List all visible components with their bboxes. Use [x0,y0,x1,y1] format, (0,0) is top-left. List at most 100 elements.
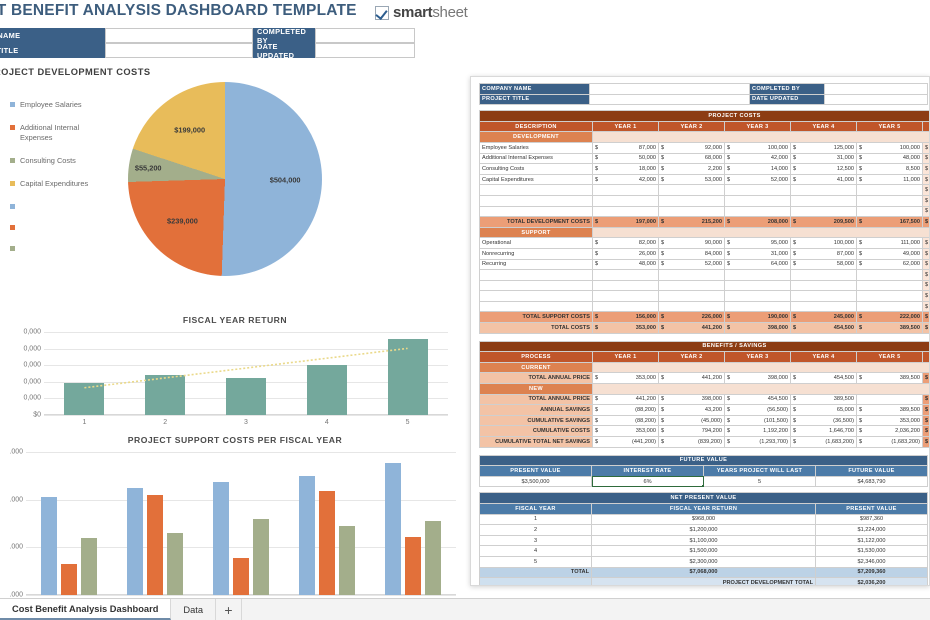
table-row[interactable]: 3 $1,100,000 $1,122,000 [479,534,928,547]
cell-value[interactable]: 389,500 [864,322,923,334]
cell-value[interactable] [798,184,857,196]
cell-description[interactable]: TOTAL ANNUAL PRICE [479,372,593,385]
cell-value[interactable] [864,205,923,218]
cell-fiscal-year[interactable]: 3 [479,534,592,547]
table-row[interactable]: $3,500,000 6% 5 $4,683,790 [479,475,929,488]
table-row[interactable]: Nonrecurring $26,000 $84,000 $31,000 $87,000… [479,247,929,260]
cell-value[interactable] [798,300,857,313]
cell-description[interactable]: TOTAL ANNUAL PRICE [479,393,593,406]
cell-value[interactable]: 125,000 [798,141,857,154]
cell-value[interactable]: 215,200 [666,216,725,228]
cell-description[interactable] [479,300,593,313]
cell-value[interactable]: 1,192,200 [732,425,791,437]
cell-value[interactable]: 41,000 [798,173,857,186]
net-present-value-table[interactable]: NET PRESENT VALUE FISCAL YEAR FISCAL YEAR … [479,492,928,585]
cell-description[interactable]: Additional Internal Expenses [479,152,593,165]
table-row[interactable]: TOTAL ANNUAL PRICE $353,000 $441,200 $398,0… [479,372,929,385]
cell-value[interactable]: 14,000 [732,163,791,175]
sheet-tab-2[interactable]: Data [171,599,217,620]
cell-value[interactable]: 2,036,200 [864,425,923,437]
cell-value[interactable]: 454,500 [798,322,857,334]
cell-value[interactable] [600,184,659,196]
cell-value[interactable]: (101,500) [732,414,791,427]
ss-completed-by-cell[interactable] [824,83,928,95]
cell-value[interactable]: 389,500 [864,372,923,385]
cell-value[interactable]: (56,500) [732,404,791,416]
table-row[interactable]: Employee Salaries $87,000 $92,000 $100,000 $… [479,141,929,154]
cell-value[interactable]: 441,200 [600,393,659,406]
table-row[interactable]: 1 $968,000 $987,360 [479,513,928,526]
cell-present-value[interactable]: $1,530,000 [815,545,928,557]
project-title-input[interactable] [105,43,253,58]
cell-value[interactable] [732,279,791,292]
table-row[interactable]: $- [479,290,929,302]
cell-description[interactable]: CUMULATIVE TOTAL NET SAVINGS [479,436,593,448]
cell-value[interactable] [732,184,791,196]
cell-value[interactable]: 31,000 [732,247,791,260]
cell-value[interactable]: 2,200 [666,163,725,175]
cell-value[interactable] [864,269,923,281]
cell-fiscal-year-return[interactable]: $968,000 [591,513,816,526]
cell-value[interactable]: 31,000 [798,152,857,165]
cell-value[interactable] [864,194,923,207]
cell-value[interactable]: 454,500 [798,372,857,385]
cell-value[interactable] [666,290,725,302]
ss-date-updated-cell[interactable] [824,93,928,106]
cell-value[interactable] [600,279,659,292]
cell-description[interactable] [479,290,593,302]
cell-fiscal-year-return[interactable]: $2,300,000 [591,555,816,568]
cell-value[interactable]: 90,000 [666,237,725,249]
cell-value[interactable]: (45,000) [666,414,725,427]
cell-value[interactable] [600,205,659,218]
sheet-tab-1[interactable]: Cost Benefit Analysis Dashboard [0,599,172,620]
cell-fiscal-year[interactable]: 4 [479,545,592,557]
cell-value[interactable] [864,279,923,292]
cell-value[interactable] [798,269,857,281]
cell-fiscal-year[interactable]: 5 [479,555,592,568]
cell-value[interactable] [798,279,857,292]
cell-value[interactable]: 92,000 [666,141,725,154]
completed-by-input[interactable] [315,28,415,43]
cell-present-value[interactable]: $1,122,000 [815,534,928,547]
cell-value[interactable]: 49,000 [864,247,923,260]
table-row[interactable]: 5 $2,300,000 $2,346,000 [479,555,928,568]
cell-value[interactable]: 389,500 [864,404,923,416]
cell-value[interactable] [666,184,725,196]
cell-value[interactable] [600,290,659,302]
table-row[interactable]: CUMULATIVE TOTAL NET SAVINGS $ (441,200) $(… [479,436,929,448]
cell-value[interactable]: 398,000 [666,393,725,406]
cell-value[interactable] [864,184,923,196]
cell-value[interactable]: 100,000 [864,141,923,154]
cell-description[interactable] [479,279,593,292]
cell-present-value[interactable]: $987,360 [815,513,928,526]
cell-value[interactable]: 48,000 [864,152,923,165]
cell-value[interactable]: 353,000 [600,425,659,437]
table-row[interactable]: TOTAL ANNUAL PRICE $441,200 $398,000 $454,5… [479,393,929,406]
company-name-input[interactable] [105,28,253,43]
cell-value[interactable]: 50,000 [600,152,659,165]
cell-value[interactable] [732,300,791,313]
cell-value[interactable]: 100,000 [732,141,791,154]
cell-value[interactable] [666,269,725,281]
cell-value[interactable]: 42,000 [600,173,659,186]
table-row[interactable]: $- [479,194,929,207]
cell-value[interactable]: (88,200) [600,404,659,416]
cell-value[interactable]: 12,500 [798,163,857,175]
cell-description[interactable]: Consulting Costs [479,163,593,175]
cell-value[interactable]: 156,000 [600,311,659,324]
table-row[interactable]: ANNUAL SAVINGS $ (88,200) $43,200 $ (56,500) $… [479,404,929,416]
cell-present-value[interactable]: $1,224,000 [815,524,928,536]
cell-description[interactable] [479,194,593,207]
table-row[interactable]: TOTAL DEVELOPMENT COSTS $197,000 $215,200 $… [479,216,929,228]
ss-project-title-cell[interactable] [589,93,750,106]
cell-description[interactable]: Nonrecurring [479,247,593,260]
future-value-table[interactable]: FUTURE VALUE PRESENT VALUE INTEREST RATE YE… [478,454,929,488]
table-row[interactable]: $- [479,279,929,292]
cell-value[interactable]: 208,000 [732,216,791,228]
cell-value[interactable]: 190,000 [732,311,791,324]
ss-company-name-cell[interactable] [589,83,750,95]
cell-value[interactable]: 454,500 [732,393,791,406]
cell-fiscal-year-return[interactable]: $1,100,000 [591,534,816,547]
cell-value[interactable]: 389,500 [798,393,857,406]
cell-value[interactable]: 111,000 [864,237,923,249]
